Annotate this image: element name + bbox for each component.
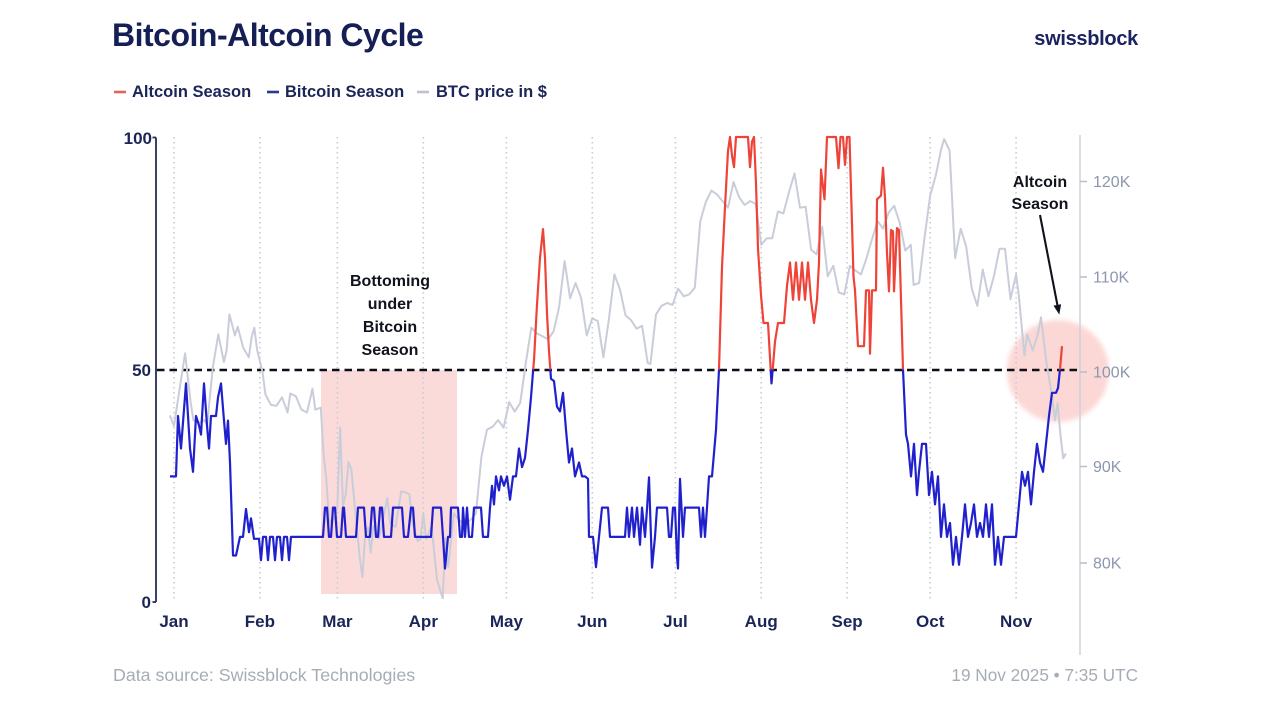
svg-text:Sep: Sep — [832, 612, 863, 631]
svg-text:0: 0 — [142, 593, 151, 612]
svg-text:Season: Season — [362, 342, 419, 359]
svg-text:Mar: Mar — [322, 612, 353, 631]
svg-text:swissblock: swissblock — [1034, 28, 1139, 50]
svg-text:May: May — [490, 612, 524, 631]
svg-text:Altcoin Season: Altcoin Season — [132, 83, 251, 101]
svg-text:100K: 100K — [1093, 365, 1131, 382]
svg-text:Data source: Swissblock Techno: Data source: Swissblock Technologies — [113, 665, 415, 685]
svg-text:under: under — [368, 296, 412, 313]
svg-text:Nov: Nov — [1000, 612, 1033, 631]
svg-text:Jul: Jul — [663, 612, 688, 631]
svg-text:50: 50 — [132, 361, 151, 380]
svg-text:110K: 110K — [1093, 270, 1130, 287]
svg-text:Oct: Oct — [916, 612, 945, 631]
svg-text:120K: 120K — [1093, 174, 1131, 191]
svg-text:Feb: Feb — [245, 612, 275, 631]
svg-text:Bitcoin-Altcoin Cycle: Bitcoin-Altcoin Cycle — [112, 17, 423, 53]
svg-text:Altcoin: Altcoin — [1013, 174, 1067, 191]
svg-text:Jan: Jan — [159, 612, 188, 631]
svg-text:Season: Season — [1012, 196, 1069, 213]
svg-text:Aug: Aug — [745, 612, 778, 631]
svg-text:90K: 90K — [1093, 459, 1122, 476]
svg-text:BTC price in $: BTC price in $ — [436, 83, 547, 101]
svg-text:Bitcoin Season: Bitcoin Season — [285, 83, 404, 101]
svg-text:Jun: Jun — [577, 612, 607, 631]
svg-text:100: 100 — [124, 129, 152, 148]
svg-text:Apr: Apr — [409, 612, 439, 631]
svg-text:Bottoming: Bottoming — [350, 273, 430, 290]
svg-text:80K: 80K — [1093, 556, 1122, 573]
svg-text:Bitcoin: Bitcoin — [363, 319, 417, 336]
svg-text:19 Nov 2025 • 7:35 UTC: 19 Nov 2025 • 7:35 UTC — [951, 665, 1138, 685]
